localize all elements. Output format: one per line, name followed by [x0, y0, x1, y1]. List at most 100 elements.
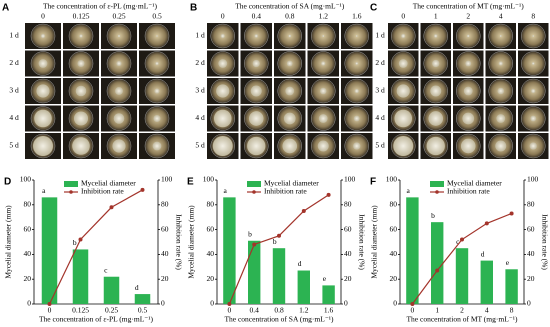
y-axis-label: Mycelial diameter (mm) — [370, 205, 379, 279]
bar — [223, 197, 236, 304]
x-tick-label: 0.8 — [274, 306, 284, 315]
colony — [393, 136, 414, 156]
x-tick-label: 0.5 — [138, 306, 148, 315]
colony — [496, 114, 506, 123]
colony — [252, 59, 260, 68]
y-tick-label: 60 — [390, 224, 398, 233]
legend-swatch — [64, 181, 78, 187]
colony — [220, 33, 225, 39]
colony — [321, 61, 326, 66]
column-label: 1 — [434, 12, 438, 21]
row-label: 1 d — [195, 31, 205, 40]
colony — [212, 136, 233, 156]
colony — [432, 59, 440, 68]
y2-tick-label: 20 — [344, 274, 352, 283]
colony — [398, 59, 408, 68]
colony — [155, 61, 159, 66]
colony — [38, 59, 48, 68]
bar — [272, 248, 286, 304]
y-tick-label: 100 — [20, 175, 32, 184]
colony — [499, 34, 502, 38]
column-label: 0 — [221, 12, 225, 21]
column-label: 8 — [531, 12, 535, 21]
marker — [326, 192, 331, 197]
marker — [460, 237, 464, 242]
bar — [455, 248, 469, 304]
y-axis-label: Mycelial diameter (mm) — [187, 205, 196, 279]
colony — [154, 88, 160, 94]
colony — [463, 86, 473, 96]
colony — [355, 62, 359, 65]
legend-label: Inhibition rate — [447, 187, 490, 196]
significance-letter: e — [323, 274, 327, 283]
bar — [248, 240, 261, 304]
panel-label: B — [190, 3, 197, 14]
colony — [466, 34, 470, 38]
colony — [75, 85, 87, 97]
colony — [529, 142, 537, 150]
y2-axis-label: Inhibition rate (%) — [174, 214, 183, 270]
colony — [112, 139, 126, 153]
colony — [426, 136, 445, 156]
bar — [480, 260, 493, 304]
significance-letter: a — [407, 186, 411, 195]
y-tick-label: 80 — [390, 200, 398, 209]
colony — [156, 35, 158, 37]
y2-tick-label: 40 — [344, 249, 352, 258]
colony — [318, 114, 328, 123]
x-tick-label: 0.4 — [250, 306, 260, 315]
x-tick-label: 1.6 — [324, 306, 334, 315]
y-tick-label: 20 — [390, 274, 398, 283]
row-label: 4 d — [195, 113, 205, 122]
y2-tick-label: 100 — [161, 175, 173, 184]
significance-letter: b — [431, 211, 435, 220]
y-tick-label: 80 — [24, 200, 32, 209]
colony — [286, 60, 293, 67]
legend-label: Inhibition rate — [81, 187, 124, 196]
y2-tick-label: 60 — [527, 224, 535, 233]
row-label: 5 d — [9, 141, 19, 150]
bar — [41, 197, 58, 304]
colony — [497, 87, 505, 95]
row-label: 2 d — [195, 58, 205, 67]
x-tick-label: 0 — [411, 306, 415, 315]
row-label: 1 d — [9, 31, 19, 40]
panel-label: E — [187, 177, 194, 188]
x-tick-label: 1 — [435, 306, 439, 315]
y-tick-label: 20 — [24, 274, 32, 283]
row-label: 3 d — [195, 86, 205, 95]
marker — [252, 242, 257, 247]
y2-tick-label: 100 — [344, 175, 356, 184]
y-tick-label: 40 — [390, 249, 398, 258]
x-axis-label: The concentration of MT (mg·mL⁻¹) — [406, 315, 518, 324]
column-label: 0.125 — [73, 12, 90, 21]
y-tick-label: 40 — [207, 249, 215, 258]
x-tick-label: 0 — [48, 306, 52, 315]
row-label: 4 d — [375, 113, 385, 122]
marker — [227, 302, 232, 306]
significance-letter: a — [42, 186, 46, 195]
y2-axis-label: Inhibition rate (%) — [357, 214, 366, 270]
y-tick-label: 20 — [207, 274, 215, 283]
colony — [72, 137, 90, 155]
significance-letter: c — [456, 237, 460, 246]
colony — [34, 109, 52, 128]
panel-title: The concentration of MT (mg·mL⁻¹) — [413, 2, 525, 11]
marker — [47, 302, 52, 306]
y-tick-label: 100 — [203, 175, 215, 184]
marker — [277, 233, 281, 238]
significance-letter: d — [481, 249, 485, 258]
y2-tick-label: 0 — [527, 299, 531, 308]
column-label: 0 — [401, 12, 405, 21]
colony — [401, 33, 406, 39]
x-tick-label: 0.25 — [105, 306, 118, 315]
colony — [465, 60, 472, 67]
colony — [531, 88, 536, 94]
colony — [282, 138, 298, 154]
colony — [115, 87, 123, 95]
marker — [410, 302, 415, 306]
colony — [353, 115, 360, 122]
significance-letter: a — [224, 186, 228, 195]
row-label: 2 d — [9, 58, 19, 67]
